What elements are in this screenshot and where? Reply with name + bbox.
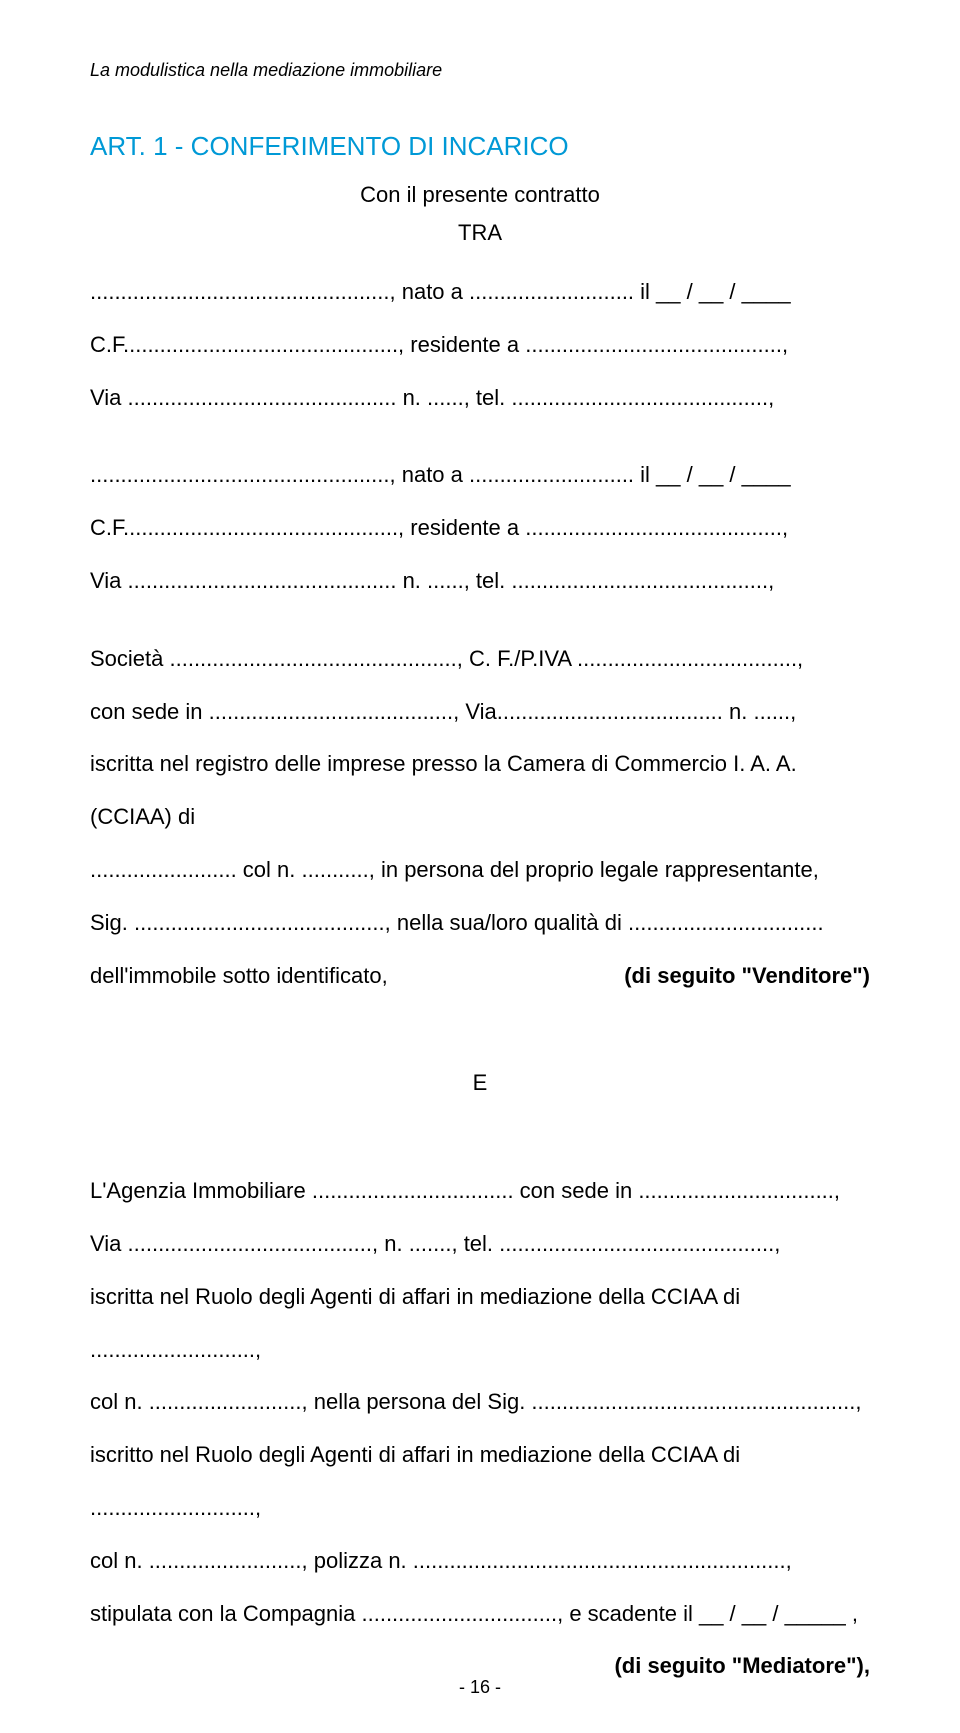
agency-line5: iscritto nel Ruolo degli Agenti di affar… [90, 1429, 870, 1535]
agency-line2: Via ....................................… [90, 1218, 870, 1271]
agency-line4: col n. ........................., nella … [90, 1376, 870, 1429]
party1-line1: ........................................… [90, 266, 870, 319]
company-line2: con sede in ............................… [90, 686, 870, 739]
seller-identified: dell'immobile sotto identificato, [90, 950, 388, 1003]
spacer [90, 608, 870, 633]
page: La modulistica nella mediazione immobili… [0, 0, 960, 1733]
spacer [90, 424, 870, 449]
tra-label: TRA [90, 220, 870, 246]
e-separator: E [90, 1057, 870, 1110]
agency-line1: L'Agenzia Immobiliare ..................… [90, 1165, 870, 1218]
page-number: - 16 - [0, 1677, 960, 1698]
body-text: ........................................… [90, 266, 870, 1693]
party2-line3: Via ....................................… [90, 555, 870, 608]
party2-line2: C.F.....................................… [90, 502, 870, 555]
seller-label: (di seguito "Venditore") [624, 950, 870, 1003]
running-header: La modulistica nella mediazione immobili… [90, 60, 870, 81]
company-line3: iscritta nel registro delle imprese pres… [90, 738, 870, 844]
party1-line3: Via ....................................… [90, 372, 870, 425]
company-line4: ........................ col n. ........… [90, 844, 870, 897]
party2-line1: ........................................… [90, 449, 870, 502]
agency-line3: iscritta nel Ruolo degli Agenti di affar… [90, 1271, 870, 1377]
subtitle: Con il presente contratto [90, 182, 870, 208]
company-line6: dell'immobile sotto identificato, (di se… [90, 950, 870, 1003]
party1-line2: C.F.....................................… [90, 319, 870, 372]
company-line1: Società ................................… [90, 633, 870, 686]
agency-line7: stipulata con la Compagnia .............… [90, 1588, 870, 1641]
article-title: ART. 1 - CONFERIMENTO DI INCARICO [90, 131, 870, 162]
company-line5: Sig. ...................................… [90, 897, 870, 950]
agency-line6: col n. ........................., polizz… [90, 1535, 870, 1588]
